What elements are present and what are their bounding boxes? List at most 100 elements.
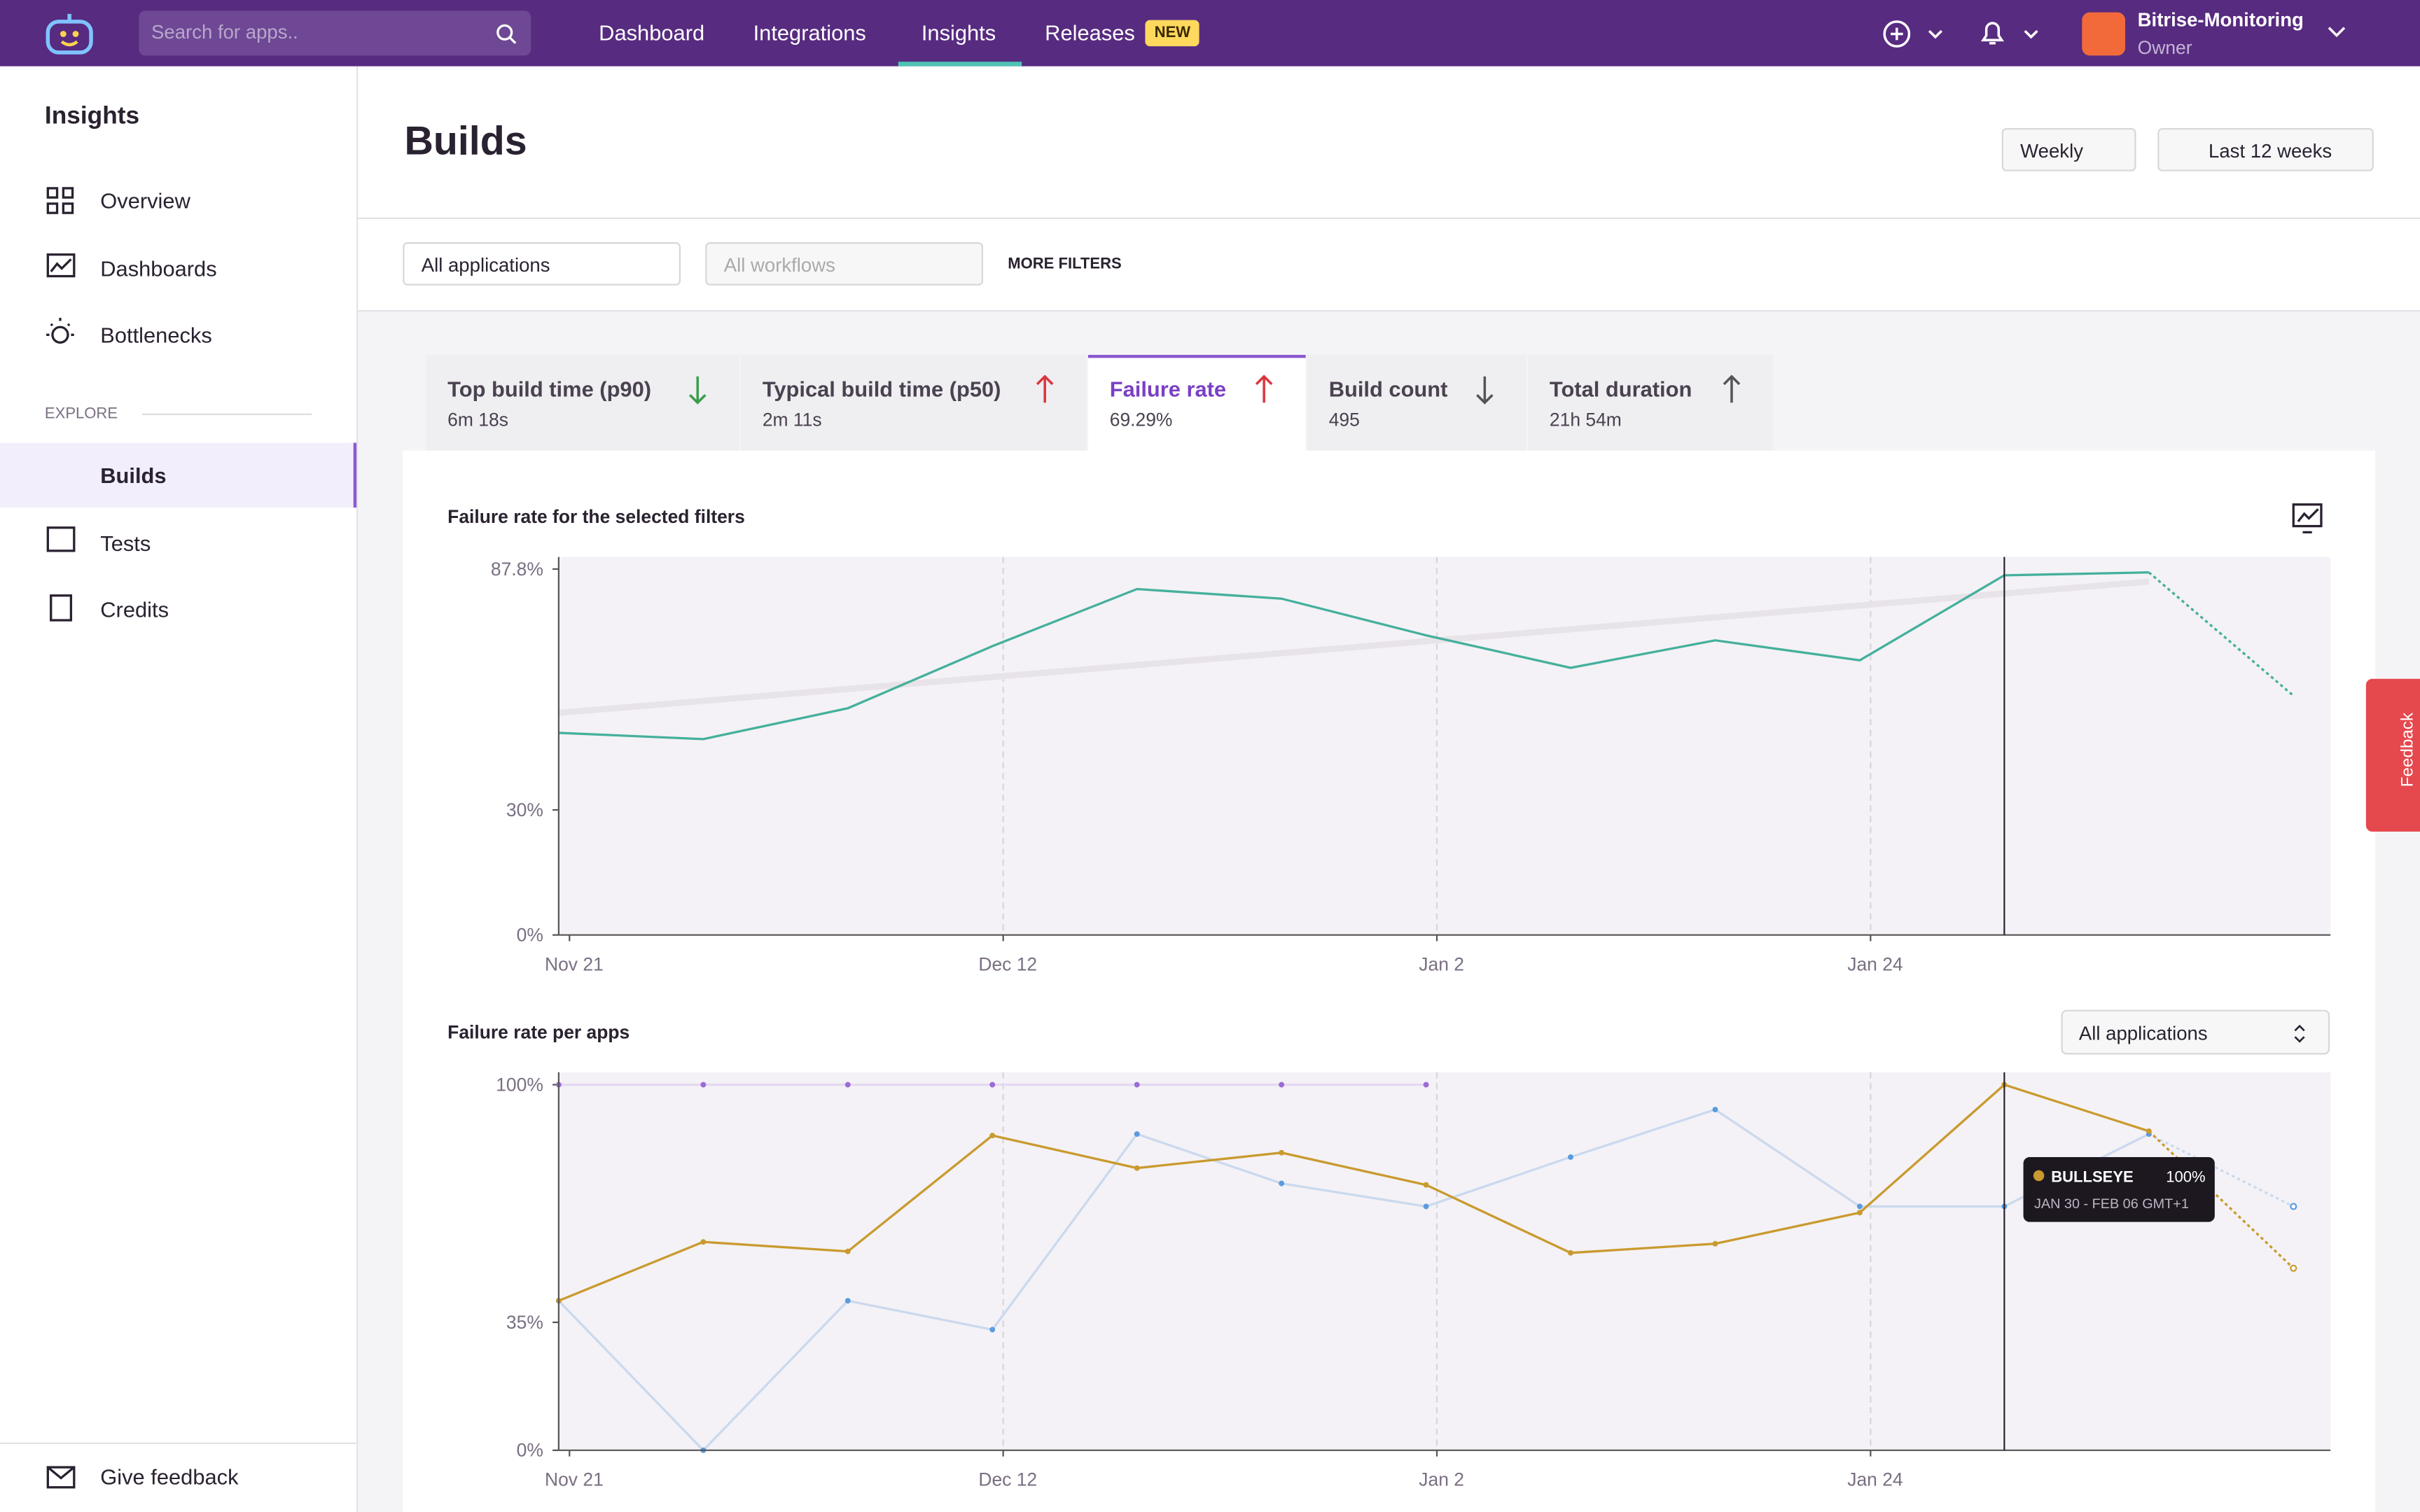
trend-arrow	[1723, 374, 1741, 403]
tab[interactable]: Build count 495	[1307, 354, 1527, 451]
point	[1568, 1154, 1573, 1160]
point	[1423, 1203, 1429, 1210]
mail-icon	[46, 1466, 76, 1489]
nav-link[interactable]: Dashboard	[599, 20, 705, 45]
icon-part	[2292, 503, 2323, 528]
projected-segment	[2148, 571, 2295, 697]
sidebar-item[interactable]: Builds	[100, 463, 167, 488]
chart-title: Failure rate per apps	[447, 1021, 630, 1042]
tab[interactable]: Typical build time (p50) 2m 11s	[740, 354, 1087, 451]
point	[989, 1133, 996, 1139]
app-select-label: All applications	[2079, 1023, 2208, 1044]
x-tick-label: Jan 2	[1419, 953, 1464, 974]
divider	[141, 413, 312, 415]
active-indicator	[898, 62, 1022, 66]
trend-arrow	[1476, 376, 1494, 405]
tab-label: Total duration	[1549, 376, 1692, 402]
x-tick-label: Jan 24	[1847, 953, 1903, 974]
sidebar-item[interactable]: Tests	[100, 531, 151, 556]
sidebar-item[interactable]: Credits	[100, 596, 169, 622]
tooltip-swatch	[2033, 1170, 2045, 1182]
sidebar-item[interactable]: Dashboards	[100, 255, 217, 281]
point	[989, 1326, 996, 1333]
logo	[46, 13, 93, 55]
tab-value: 69.29%	[1109, 409, 1173, 430]
y-tick-label: 30%	[506, 799, 543, 820]
icon-part	[2297, 508, 2319, 534]
trend-arrow	[688, 376, 707, 405]
tab-label: Typical build time (p50)	[762, 376, 1001, 402]
point	[844, 1298, 851, 1304]
point	[844, 1082, 851, 1088]
series-line	[558, 571, 2149, 741]
point	[2290, 1203, 2297, 1210]
point	[1568, 1250, 1573, 1256]
x-tick-label: Nov 21	[545, 953, 604, 974]
sidebar: Insights Overview Dashboards Bottlenecks…	[0, 66, 359, 1512]
tab[interactable]: Failure rate 69.29%	[1087, 354, 1306, 451]
chart-icon	[2292, 503, 2323, 534]
point	[1134, 1165, 1140, 1171]
nav-link[interactable]: Releases	[1045, 20, 1135, 45]
feedback-tab[interactable]: Feedback	[2365, 678, 2420, 832]
plot-bg	[558, 556, 2331, 935]
x-tick-label: Jan 24	[1847, 1469, 1903, 1490]
nav-link[interactable]: Insights	[921, 20, 996, 45]
nav-icons[interactable]	[1880, 17, 2050, 50]
point	[1279, 1180, 1285, 1186]
point	[1712, 1240, 1718, 1247]
tooltip	[2023, 1157, 2215, 1222]
range-select[interactable]: Last 12 weeks	[2157, 127, 2374, 172]
point	[1423, 1182, 1429, 1188]
tooltip-range: JAN 30 - FEB 06 GMT+1	[2034, 1196, 2189, 1212]
point	[1856, 1203, 1863, 1210]
sidebar-item[interactable]: Bottlenecks	[100, 322, 212, 347]
point	[1279, 1082, 1285, 1088]
tooltip-name: BULLSEYE	[2051, 1168, 2134, 1185]
point	[1134, 1082, 1140, 1088]
sidebar-item[interactable]: Overview	[100, 188, 190, 214]
tab[interactable]: Total duration 21h 54m	[1528, 354, 1774, 451]
app-select[interactable]	[2061, 1009, 2330, 1055]
search-placeholder: Search for apps..	[151, 21, 298, 43]
tooltip-value: 100%	[2166, 1168, 2205, 1185]
projected-segment	[2148, 1133, 2295, 1208]
search-box[interactable]: Search for apps..	[139, 10, 531, 56]
point	[2146, 1128, 2152, 1134]
point	[700, 1082, 707, 1088]
point	[700, 1239, 707, 1245]
workflows-filter: All workflows	[705, 242, 983, 286]
give-feedback[interactable]: Give feedback	[100, 1464, 239, 1489]
series-line	[558, 1083, 2150, 1302]
tab-value: 21h 54m	[1549, 409, 1622, 430]
y-tick-label: 35%	[506, 1312, 543, 1333]
account-name[interactable]: Bitrise-Monitoring	[2137, 9, 2304, 31]
more-filters[interactable]: MORE FILTERS	[1008, 255, 1122, 274]
tab-label: Build count	[1328, 376, 1448, 402]
y-tick-label: 0%	[517, 924, 543, 945]
account-avatar	[2082, 12, 2126, 56]
active-item-bg	[0, 442, 357, 508]
nav-link[interactable]: Integrations	[753, 20, 866, 45]
period-select[interactable]: Weekly	[2001, 127, 2136, 172]
x-tick-label: Nov 21	[545, 1469, 604, 1490]
apps-filter[interactable]: All applications	[403, 242, 681, 286]
point	[1134, 1131, 1140, 1138]
page-title: Builds	[404, 117, 527, 164]
y-tick-label: 0%	[517, 1440, 543, 1461]
series-line	[557, 1108, 2150, 1452]
x-tick-label: Dec 12	[978, 953, 1037, 974]
point	[1856, 1210, 1863, 1216]
tab[interactable]: Top build time (p90) 6m 18s	[426, 354, 739, 451]
account-role: Owner	[2137, 36, 2192, 59]
section-label: EXPLORE	[44, 405, 118, 423]
tab-label: Top build time (p90)	[447, 376, 652, 402]
tab-value: 6m 18s	[447, 409, 508, 430]
x-tick-label: Jan 2	[1419, 1469, 1464, 1490]
search-icon	[496, 24, 517, 44]
chart-title: Failure rate for the selected filters	[447, 506, 745, 527]
chevron	[2328, 27, 2346, 38]
tab-value: 2m 11s	[762, 409, 822, 430]
